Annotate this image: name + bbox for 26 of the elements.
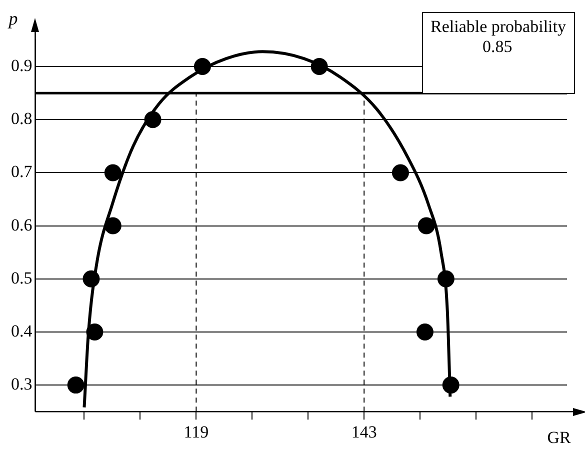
point [442, 376, 460, 394]
point [67, 376, 84, 394]
point [86, 323, 104, 340]
point [416, 323, 434, 340]
point [194, 58, 211, 76]
y-tick-label: 0.7 [11, 162, 33, 182]
point [310, 58, 328, 76]
callout-box: Reliable probability 0.85 [422, 12, 575, 94]
y-axis-title: p [6, 8, 18, 29]
point [144, 111, 162, 128]
y-tick-label: 0.9 [11, 56, 32, 76]
x-axis-title: GR [547, 428, 572, 448]
point [82, 270, 100, 288]
x-tick-label: 119 [184, 422, 209, 442]
y-tick-label: 0.5 [11, 268, 32, 288]
x-tick-label: 143 [351, 422, 377, 442]
point [392, 164, 409, 182]
y-tick-label: 0.6 [11, 215, 32, 234]
point [104, 217, 122, 234]
y-tick-label: 0.8 [11, 109, 32, 128]
y-tick-label: 0.4 [11, 321, 33, 340]
ref-line-label: Reliable probability 0.85 [430, 17, 566, 57]
point [418, 217, 435, 234]
point [437, 270, 454, 288]
point [104, 164, 122, 182]
y-tick-label: 0.3 [11, 374, 32, 394]
